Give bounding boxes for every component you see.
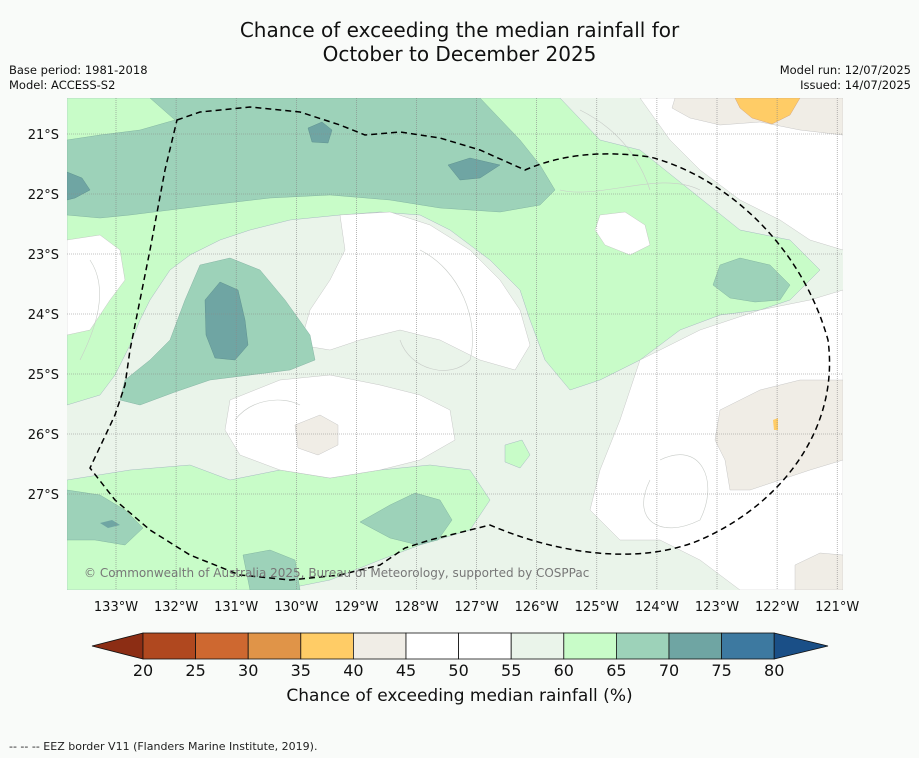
colorbar-segment — [195, 632, 249, 660]
lon-label: 121°W — [815, 600, 859, 615]
colorbar-segment — [721, 632, 775, 660]
lon-label: 132°W — [154, 600, 198, 615]
colorbar-segment — [352, 632, 407, 660]
colorbar — [91, 632, 829, 660]
colorbar-tick-label: 75 — [711, 661, 731, 680]
latitude-labels: 21°S 22°S 23°S 24°S 25°S 26°S 27°S — [28, 128, 59, 503]
zone-60-65-south — [67, 464, 491, 590]
zone-65-70-east — [712, 257, 791, 303]
copyright-text: © Commonwealth of Australia 2025, Bureau… — [84, 566, 589, 580]
colorbar-ticks: 20 25 30 35 40 45 50 55 60 65 70 75 80 — [133, 661, 785, 680]
lat-label: 22°S — [28, 188, 59, 203]
lon-label: 124°W — [635, 600, 679, 615]
colorbar-tick-label: 80 — [764, 661, 784, 680]
colorbar-segment — [563, 632, 617, 660]
lat-label: 26°S — [28, 428, 59, 443]
meta-left: Base period: 1981-2018 Model: ACCESS-S2 — [9, 63, 148, 93]
colorbar-segment — [405, 632, 459, 660]
zone-70-75-b — [447, 157, 501, 181]
zone-65-70-south — [359, 492, 453, 546]
lon-label: 123°W — [695, 600, 739, 615]
colorbar-segment — [616, 632, 670, 660]
lon-label: 129°W — [334, 600, 378, 615]
colorbar-segment — [300, 632, 354, 660]
colorbar-extend-high — [773, 632, 829, 660]
colorbar-segment — [142, 632, 196, 660]
zone-40-45-se — [794, 552, 843, 590]
lon-label: 128°W — [394, 600, 438, 615]
colorbar-extend-low — [91, 632, 144, 660]
colorbar-segment — [458, 632, 512, 660]
lon-label: 126°W — [515, 600, 559, 615]
lat-label: 21°S — [28, 128, 59, 143]
colorbar-tick-label: 60 — [554, 661, 574, 680]
colorbar-tick-label: 70 — [659, 661, 679, 680]
longitude-labels: 133°W 132°W 131°W 130°W 129°W 128°W 127°W 126°W… — [94, 600, 860, 615]
zone-35-40-small — [773, 418, 778, 430]
colorbar-tick-label: 25 — [185, 661, 205, 680]
zone-70-75-a — [204, 281, 249, 361]
map-title: Chance of exceeding the median rainfall … — [0, 18, 919, 66]
colorbar-tick-label: 30 — [238, 661, 258, 680]
lat-label: 24°S — [28, 308, 59, 323]
model-run: Model run: 12/07/2025 — [779, 63, 911, 77]
meta-right: Model run: 12/07/2025 Issued: 14/07/2025 — [780, 63, 911, 93]
zone-65-70-bottom — [242, 549, 301, 590]
colorbar-segment — [247, 632, 302, 660]
zone-65-70-sw — [67, 489, 144, 546]
lon-label: 131°W — [214, 600, 258, 615]
colorbar-tick-label: 55 — [501, 661, 521, 680]
colorbar-tick-label: 35 — [291, 661, 311, 680]
colorbar-tick-label: 40 — [343, 661, 363, 680]
footer-note: -- -- -- EEZ border V11 (Flanders Marine… — [9, 740, 318, 753]
colorbar-segment — [668, 632, 722, 660]
lat-label: 25°S — [28, 368, 59, 383]
colorbar-tick-label: 20 — [133, 661, 153, 680]
zone-60-65-small — [504, 439, 531, 469]
lon-label: 133°W — [94, 600, 138, 615]
colorbar-segment — [510, 632, 565, 660]
zone-40-45-east — [714, 379, 843, 491]
graticule — [67, 98, 843, 590]
title-line-2: October to December 2025 — [322, 42, 597, 66]
zone-70-75-d — [307, 121, 333, 144]
map-plot: © Commonwealth of Australia 2025, Bureau… — [67, 98, 843, 590]
lon-label: 125°W — [575, 600, 619, 615]
colorbar-tick-label: 45 — [396, 661, 416, 680]
colorbar-tick-label: 50 — [448, 661, 468, 680]
zone-40-45-center — [294, 414, 339, 456]
lon-label: 130°W — [274, 600, 318, 615]
zone-50-55-ne — [639, 98, 843, 251]
zone-35-40-ne — [734, 98, 801, 125]
lon-label: 122°W — [755, 600, 799, 615]
zone-65-70-north — [67, 98, 556, 219]
base-period: Base period: 1981-2018 — [9, 63, 148, 77]
zone-70-75-e — [100, 520, 120, 528]
zone-50-55-center — [224, 374, 456, 479]
issued-date: Issued: 14/07/2025 — [800, 78, 911, 92]
lon-label: 127°W — [455, 600, 499, 615]
title-line-1: Chance of exceeding the median rainfall … — [239, 18, 680, 42]
colorbar-tick-label: 65 — [606, 661, 626, 680]
zone-50-55-west — [67, 234, 126, 336]
model-name: Model: ACCESS-S2 — [9, 78, 116, 92]
lat-label: 27°S — [28, 488, 59, 503]
lat-label: 23°S — [28, 248, 59, 263]
colorbar-label: Chance of exceeding median rainfall (%) — [286, 686, 633, 706]
zone-70-75-c — [67, 171, 91, 201]
eez-border — [89, 106, 831, 581]
